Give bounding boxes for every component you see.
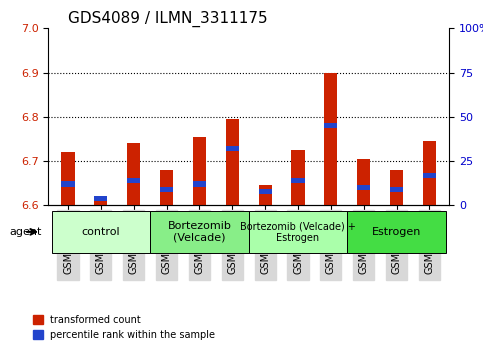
Bar — [291, 150, 305, 205]
Bar — [94, 196, 107, 201]
FancyBboxPatch shape — [347, 211, 446, 253]
Bar — [160, 187, 173, 192]
Text: Estrogen: Estrogen — [372, 227, 421, 237]
Bar — [390, 170, 403, 205]
Bar — [160, 170, 173, 205]
Bar — [85, 28, 117, 205]
Bar — [193, 137, 206, 205]
Bar — [258, 185, 272, 205]
Legend: transformed count, percentile rank within the sample: transformed count, percentile rank withi… — [29, 311, 219, 344]
Bar — [357, 159, 370, 205]
Text: Bortezomib (Velcade) +
Estrogen: Bortezomib (Velcade) + Estrogen — [240, 221, 356, 243]
Bar — [52, 28, 85, 205]
Bar — [226, 146, 239, 152]
Bar — [258, 189, 272, 194]
FancyBboxPatch shape — [150, 211, 249, 253]
Text: control: control — [82, 227, 120, 237]
FancyBboxPatch shape — [52, 211, 150, 253]
Bar — [117, 28, 150, 205]
Bar — [249, 28, 282, 205]
Text: agent: agent — [10, 227, 42, 237]
Bar — [216, 28, 249, 205]
Bar — [324, 123, 338, 129]
Bar — [94, 196, 107, 205]
Bar — [324, 73, 338, 205]
Bar — [282, 28, 314, 205]
Bar — [127, 178, 140, 183]
Bar — [423, 141, 436, 205]
Bar — [193, 182, 206, 187]
Bar — [390, 187, 403, 192]
FancyBboxPatch shape — [249, 211, 347, 253]
Text: GDS4089 / ILMN_3311175: GDS4089 / ILMN_3311175 — [69, 11, 268, 27]
Bar — [291, 178, 305, 183]
Text: Bortezomib
(Velcade): Bortezomib (Velcade) — [168, 221, 231, 243]
Bar — [150, 28, 183, 205]
Bar — [423, 173, 436, 178]
Bar — [314, 28, 347, 205]
Bar — [226, 119, 239, 205]
Bar — [61, 182, 74, 187]
Bar — [61, 152, 74, 205]
Bar — [347, 28, 380, 205]
Bar — [183, 28, 216, 205]
Bar — [413, 28, 446, 205]
Bar — [357, 185, 370, 190]
Bar — [127, 143, 140, 205]
Bar — [380, 28, 413, 205]
